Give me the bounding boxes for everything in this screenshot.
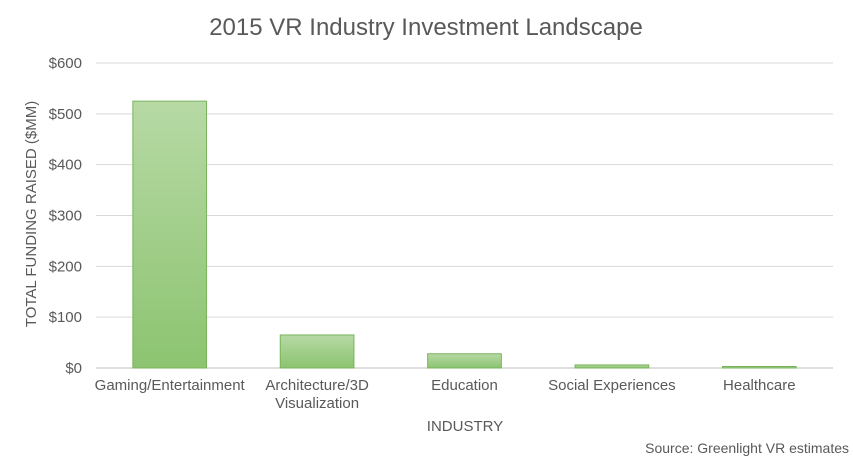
- x-tick-label: Education: [431, 377, 498, 394]
- y-tick-label: $100: [49, 309, 82, 326]
- source-note: Source: Greenlight VR estimates: [645, 440, 849, 456]
- x-tick-labels: Gaming/Entertainment Architecture/3D Visua…: [95, 377, 796, 412]
- y-tick-label: $600: [49, 55, 82, 72]
- gridlines: [96, 62, 833, 369]
- bars: [132, 100, 797, 369]
- y-tick-label: $300: [49, 208, 82, 225]
- y-tick-label: $500: [49, 106, 82, 123]
- y-axis-label: TOTAL FUNDING RAISED ($MM): [23, 101, 40, 327]
- y-tick-label: $200: [49, 258, 82, 275]
- y-tick-labels: $0 $100 $200 $300 $400 $500 $600: [49, 55, 82, 377]
- x-tick-label: Architecture/3D Visualization: [265, 377, 369, 412]
- x-tick-label: Gaming/Entertainment: [95, 377, 246, 394]
- x-tick-label: Social Experiences: [548, 377, 676, 394]
- bar: [279, 334, 355, 369]
- bar: [427, 353, 502, 369]
- bar: [574, 364, 650, 369]
- chart-title: 2015 VR Industry Investment Landscape: [209, 14, 643, 41]
- x-axis-label: INDUSTRY: [427, 418, 503, 435]
- bar: [721, 365, 797, 369]
- x-tick-label: Healthcare: [723, 377, 796, 394]
- y-tick-label: $0: [65, 360, 82, 377]
- bar: [132, 100, 208, 369]
- y-tick-label: $400: [49, 157, 82, 174]
